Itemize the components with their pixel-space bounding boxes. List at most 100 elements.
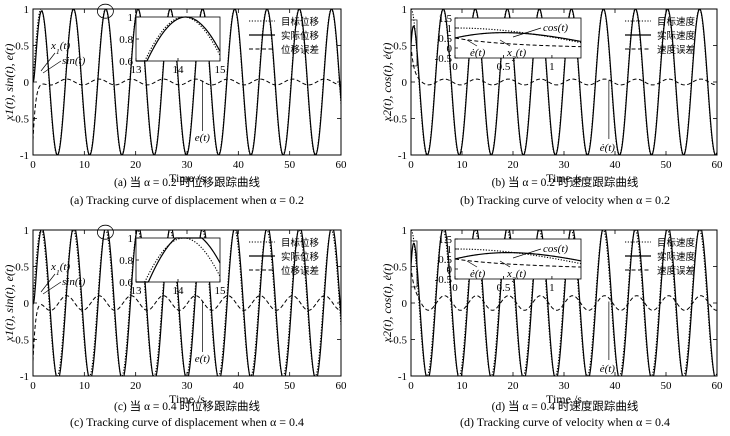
- x-tick-label: 60: [712, 380, 724, 392]
- y-axis-label: x1(t), sin(t), e(t): [2, 44, 16, 122]
- legend-label: 位移误差: [281, 265, 319, 277]
- annotation-label: ė(t): [600, 363, 616, 375]
- annotation-label: e(t): [195, 132, 211, 144]
- y-tick-label: 0.5: [15, 262, 29, 274]
- inset-y-tick-label: 0.5: [438, 33, 452, 45]
- inset-y-tick-label: 1: [128, 12, 134, 24]
- inset-x-tick-label: 0: [452, 61, 458, 73]
- inset-frame: [135, 16, 221, 62]
- inset-x-tick-label: 14: [173, 64, 185, 76]
- zoom-bracket: [411, 19, 418, 67]
- inset-y-tick-label: 1: [447, 23, 453, 35]
- x-tick-label: 10: [79, 159, 91, 171]
- y-tick-label: -1: [20, 150, 29, 162]
- x-tick-label: 10: [457, 380, 469, 392]
- y-tick-label: 0.5: [15, 41, 29, 53]
- inset-plot: 13 14 15 0.6 0.8 1: [119, 12, 226, 76]
- y-tick-label: 0: [24, 77, 30, 89]
- annotation-arrow: [499, 260, 511, 268]
- annotation-arrow: [466, 260, 478, 268]
- inset-line-error: [454, 37, 582, 48]
- inset-line-error: [454, 258, 582, 268]
- annotation-arrow: [512, 27, 542, 38]
- annotation-label: ė(t): [470, 47, 486, 59]
- inset-y-tick-label: 0.6: [119, 56, 133, 68]
- legend-label: 位移误差: [281, 44, 319, 56]
- inset-y-tick-label: 0: [447, 264, 453, 276]
- y-tick-label: 1: [402, 225, 408, 237]
- inset-line-actual: [454, 252, 582, 262]
- y-tick-label: -0.5: [390, 114, 408, 126]
- legend-label: 目标位移: [281, 237, 320, 249]
- annotation-label: x1(t): [50, 261, 70, 277]
- annotation-label: ė(t): [600, 142, 616, 154]
- series-line-error: [33, 295, 341, 362]
- y-tick-label: 0: [402, 298, 408, 310]
- caption-cn: (d) 当 α = 0.4 时速度跟踪曲线: [492, 399, 639, 413]
- inset-y-tick-label: 0: [447, 43, 453, 55]
- x-tick-label: 50: [661, 159, 673, 171]
- x-tick-label: 20: [508, 380, 520, 392]
- annotation-arrow: [512, 248, 542, 259]
- y-tick-label: -0.5: [390, 335, 408, 347]
- inset-plot: 13 14 15 0.6 0.8 1: [119, 233, 226, 297]
- x-tick-label: 50: [661, 380, 673, 392]
- inset-plot: 0 0.5 1-0.500.511.5: [435, 13, 582, 73]
- legend-label: 实际位移: [281, 30, 320, 42]
- series-line-error: [411, 45, 717, 86]
- x-tick-label: 50: [284, 159, 296, 171]
- inset-x-tick-label: 0: [452, 282, 458, 294]
- x-axis-label: Time /s: [169, 392, 205, 406]
- inset-frame: [135, 237, 221, 283]
- legend-label: 速度误差: [657, 44, 695, 56]
- legend-label: 实际速度: [657, 251, 696, 263]
- annotations: cos(t) ė(t) x2(t) ė(t): [411, 19, 616, 154]
- y-tick-label: 0.5: [393, 41, 407, 53]
- annotation-label: sin(t): [62, 276, 86, 288]
- inset-y-tick-label: 0.5: [438, 254, 452, 266]
- annotations: x1(t)sin(t) e(t): [40, 224, 210, 365]
- inset-x-tick-label: 0.5: [497, 61, 511, 73]
- series-line-error: [33, 78, 341, 141]
- x-axis-label: Time /s: [169, 171, 205, 185]
- inset-y-tick-label: 1: [447, 244, 453, 256]
- series-line-actual: [33, 230, 341, 376]
- x-tick-label: 30: [559, 159, 571, 171]
- y-tick-label: 0.5: [393, 262, 407, 274]
- x-tick-label: 10: [457, 159, 469, 171]
- y-tick-label: -0.5: [12, 114, 30, 126]
- y-axis-label: x2(t), cos(t), ė(t): [380, 43, 394, 123]
- inset-line-actual: [454, 32, 582, 43]
- x-tick-label: 20: [130, 159, 142, 171]
- annotation-label: cos(t): [543, 243, 568, 255]
- y-tick-label: 0: [402, 77, 408, 89]
- annotation-label: x2(t): [506, 268, 526, 284]
- legend-label: 目标速度: [657, 237, 696, 249]
- x-tick-label: 50: [284, 380, 296, 392]
- annotation-arrow: [40, 52, 56, 72]
- x-tick-label: 20: [508, 159, 520, 171]
- inset-x-tick-label: 15: [215, 285, 227, 297]
- chart-panel-a: 0 10 20 30 40 50 60 -1 -0.5 0 0.5 1 Time /s x1(t), si…: [2, 3, 347, 207]
- x-tick-label: 60: [336, 380, 348, 392]
- x-tick-label: 40: [233, 159, 245, 171]
- inset-y-tick-label: 0.8: [119, 34, 133, 46]
- inset-x-tick-label: 0.5: [497, 282, 511, 294]
- x-tick-label: 40: [610, 380, 622, 392]
- x-tick-label: 0: [30, 159, 36, 171]
- y-tick-label: 1: [24, 4, 30, 16]
- caption-en: (b) Tracking curve of velocity when α = …: [460, 193, 670, 207]
- inset-line-actual: [136, 237, 221, 283]
- x-tick-label: 0: [30, 380, 36, 392]
- x-tick-label: 30: [182, 159, 194, 171]
- inset-y-tick-label: 1: [128, 233, 134, 245]
- x-tick-label: 10: [79, 380, 91, 392]
- annotation-arrow: [42, 281, 62, 295]
- chart-panel-c: 0 10 20 30 40 50 60 -1 -0.5 0 0.5 1 Time /s x1(t), si…: [2, 224, 348, 429]
- x-tick-label: 20: [130, 380, 142, 392]
- inset-y-tick-label: -0.5: [435, 53, 453, 65]
- annotation-label: sin(t): [62, 55, 86, 67]
- inset-line-target: [136, 237, 221, 283]
- caption-cn: (a) 当 α = 0.2 时位移跟踪曲线: [114, 175, 261, 189]
